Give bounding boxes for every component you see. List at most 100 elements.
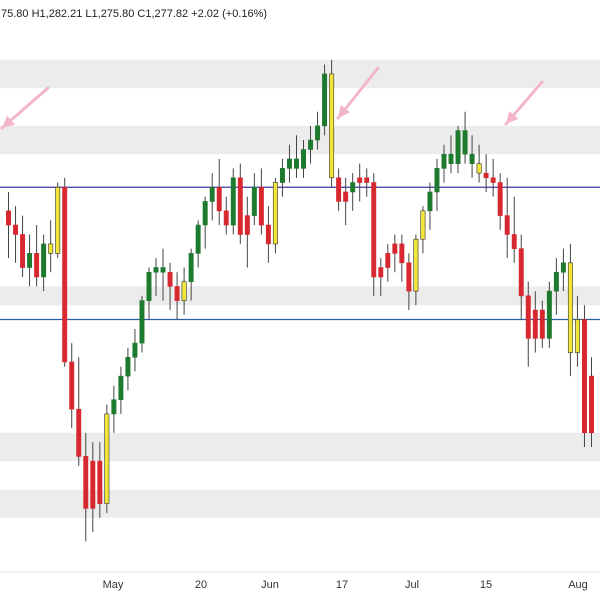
candle bbox=[511, 196, 517, 263]
arrow-marker bbox=[336, 66, 380, 120]
candle-body bbox=[434, 168, 440, 193]
candle bbox=[6, 191, 11, 259]
candle-body bbox=[104, 413, 110, 504]
candle-body bbox=[539, 309, 545, 339]
x-tick-label: 17 bbox=[336, 579, 348, 591]
candle bbox=[371, 173, 377, 296]
candle bbox=[294, 135, 299, 178]
candle bbox=[441, 144, 447, 183]
candle-body bbox=[272, 182, 278, 245]
candle-body bbox=[146, 271, 152, 301]
candle bbox=[125, 347, 131, 391]
candle-body bbox=[574, 319, 580, 353]
candle bbox=[399, 234, 405, 282]
candle bbox=[118, 366, 124, 414]
arrow-head bbox=[338, 104, 351, 118]
candle bbox=[301, 140, 306, 178]
candle-body bbox=[286, 158, 292, 169]
candle-body bbox=[216, 186, 222, 212]
candles-layer bbox=[6, 59, 594, 542]
candle bbox=[329, 59, 335, 188]
zone-band-0 bbox=[0, 59, 600, 89]
candle-body bbox=[244, 215, 250, 235]
candle-body bbox=[315, 125, 321, 141]
candle bbox=[41, 234, 47, 292]
candle-body bbox=[13, 224, 19, 235]
candle bbox=[385, 243, 391, 282]
candle bbox=[357, 163, 363, 202]
candle-body bbox=[455, 130, 461, 164]
candle bbox=[336, 168, 342, 211]
candle bbox=[553, 258, 559, 315]
x-axis: May 20 Jun 17 Jul 15 Aug bbox=[0, 571, 600, 591]
candle bbox=[244, 196, 250, 268]
candle-body bbox=[371, 182, 377, 278]
candle bbox=[195, 220, 201, 268]
candle-body bbox=[301, 149, 306, 169]
candle-body bbox=[6, 210, 11, 226]
candle-body bbox=[399, 243, 405, 264]
candle bbox=[188, 248, 194, 301]
candle bbox=[20, 215, 26, 277]
candle-body bbox=[20, 234, 26, 268]
candle-body bbox=[525, 295, 531, 339]
arrows-layer bbox=[0, 66, 544, 130]
candle-body bbox=[546, 290, 552, 339]
candle bbox=[27, 234, 33, 287]
candle bbox=[104, 404, 110, 514]
candle bbox=[90, 442, 96, 532]
candle bbox=[378, 258, 384, 296]
candle-body bbox=[378, 267, 384, 278]
candle-body bbox=[97, 460, 103, 504]
candle-body bbox=[567, 262, 573, 353]
candle bbox=[237, 163, 243, 244]
candle-body bbox=[139, 300, 145, 344]
candle-body bbox=[504, 215, 510, 235]
candle bbox=[322, 64, 328, 136]
candle bbox=[434, 158, 440, 211]
candle bbox=[420, 206, 426, 254]
candle-body bbox=[41, 243, 47, 278]
candle-body bbox=[532, 309, 538, 339]
candle bbox=[202, 196, 208, 249]
candle bbox=[174, 272, 180, 320]
x-tick-label: Jun bbox=[261, 579, 279, 591]
candle bbox=[146, 267, 152, 320]
zone-band-4 bbox=[0, 489, 600, 518]
candle-body bbox=[188, 253, 194, 282]
candle bbox=[364, 168, 370, 197]
candle-body bbox=[153, 267, 159, 273]
candle bbox=[392, 234, 398, 273]
zone-band-1 bbox=[0, 125, 600, 155]
candle bbox=[160, 248, 166, 301]
candle-body bbox=[357, 177, 363, 183]
candle bbox=[343, 177, 349, 226]
candle bbox=[490, 158, 496, 197]
candle bbox=[539, 300, 545, 348]
candle bbox=[181, 267, 187, 315]
candle bbox=[427, 182, 433, 230]
zone-band-2 bbox=[0, 286, 600, 306]
candle-body bbox=[392, 243, 398, 254]
ohlc-readout: 75.80 H1,282.21 L1,275.80 C1,277.82 +2.0… bbox=[1, 8, 267, 20]
candle-body bbox=[258, 186, 264, 226]
candle-body bbox=[476, 163, 482, 174]
candle-body bbox=[230, 177, 236, 226]
candle bbox=[567, 243, 573, 377]
candle-body bbox=[427, 191, 433, 212]
candle-body bbox=[181, 281, 187, 301]
candle-body bbox=[308, 139, 314, 150]
candle-body bbox=[469, 153, 475, 164]
candle-body bbox=[343, 191, 349, 202]
candle-body bbox=[413, 238, 419, 292]
candle-body bbox=[581, 319, 587, 434]
candle-body bbox=[279, 168, 285, 183]
candle-body bbox=[125, 356, 131, 377]
candle-body bbox=[490, 177, 496, 183]
candle-body bbox=[497, 182, 503, 216]
candle-body bbox=[62, 186, 68, 363]
candle-body bbox=[518, 248, 524, 297]
candle bbox=[83, 432, 89, 542]
candle bbox=[69, 343, 75, 429]
